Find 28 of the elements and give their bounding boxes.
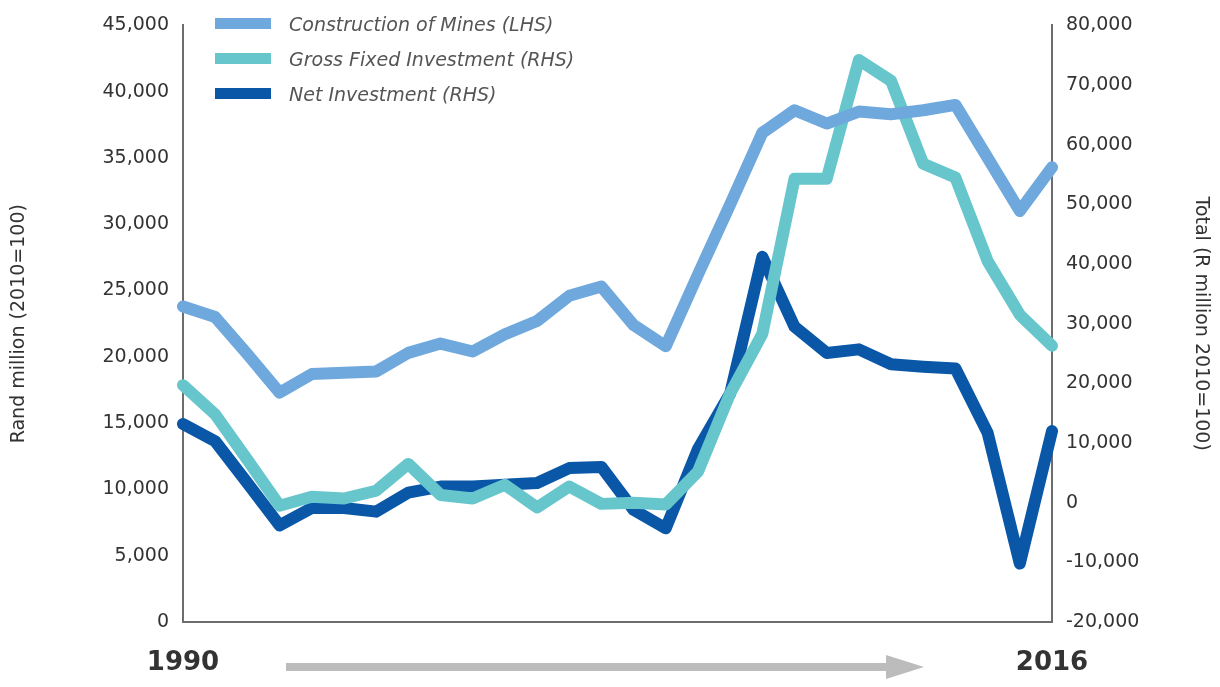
y2-tick-label: 40,000 — [1066, 250, 1133, 273]
y2-tick-label: 50,000 — [1066, 191, 1133, 214]
y2-axis-title: Total (R million 2010=100) — [1191, 195, 1214, 451]
y-axis-title: Rand million (2010=100) — [6, 204, 29, 444]
y-tick-label: 35,000 — [102, 144, 169, 167]
x-tick-label: 1990 — [146, 646, 220, 677]
y-tick-label: 5,000 — [114, 542, 169, 565]
y2-tick-label: 10,000 — [1066, 429, 1133, 452]
y2-tick-label: 20,000 — [1066, 370, 1133, 393]
y-tick-label: 40,000 — [102, 78, 169, 101]
legend-label: Net Investment (RHS) — [289, 82, 497, 105]
y-tick-label: 20,000 — [102, 343, 169, 366]
y2-tick-label: 70,000 — [1066, 72, 1133, 94]
y-tick-label: 15,000 — [102, 410, 169, 433]
y2-tick-label: 0 — [1066, 489, 1079, 512]
y2-tick-label: -10,000 — [1066, 549, 1140, 572]
y-tick-label: 25,000 — [102, 277, 169, 300]
y-tick-label: 10,000 — [102, 476, 169, 499]
y2-tick-label: 60,000 — [1066, 131, 1133, 154]
y2-tick-label: -20,000 — [1066, 608, 1140, 631]
legend-label: Construction of Mines (LHS) — [289, 12, 554, 35]
y-tick-label: 45,000 — [102, 12, 169, 35]
legend-label: Gross Fixed Investment (RHS) — [289, 47, 575, 70]
y2-tick-label: 80,000 — [1066, 12, 1133, 35]
y-tick-label: 30,000 — [102, 211, 169, 234]
y2-tick-label: 30,000 — [1066, 310, 1133, 333]
x-tick-label: 2016 — [1015, 646, 1089, 677]
y-tick-label: 0 — [156, 608, 169, 631]
